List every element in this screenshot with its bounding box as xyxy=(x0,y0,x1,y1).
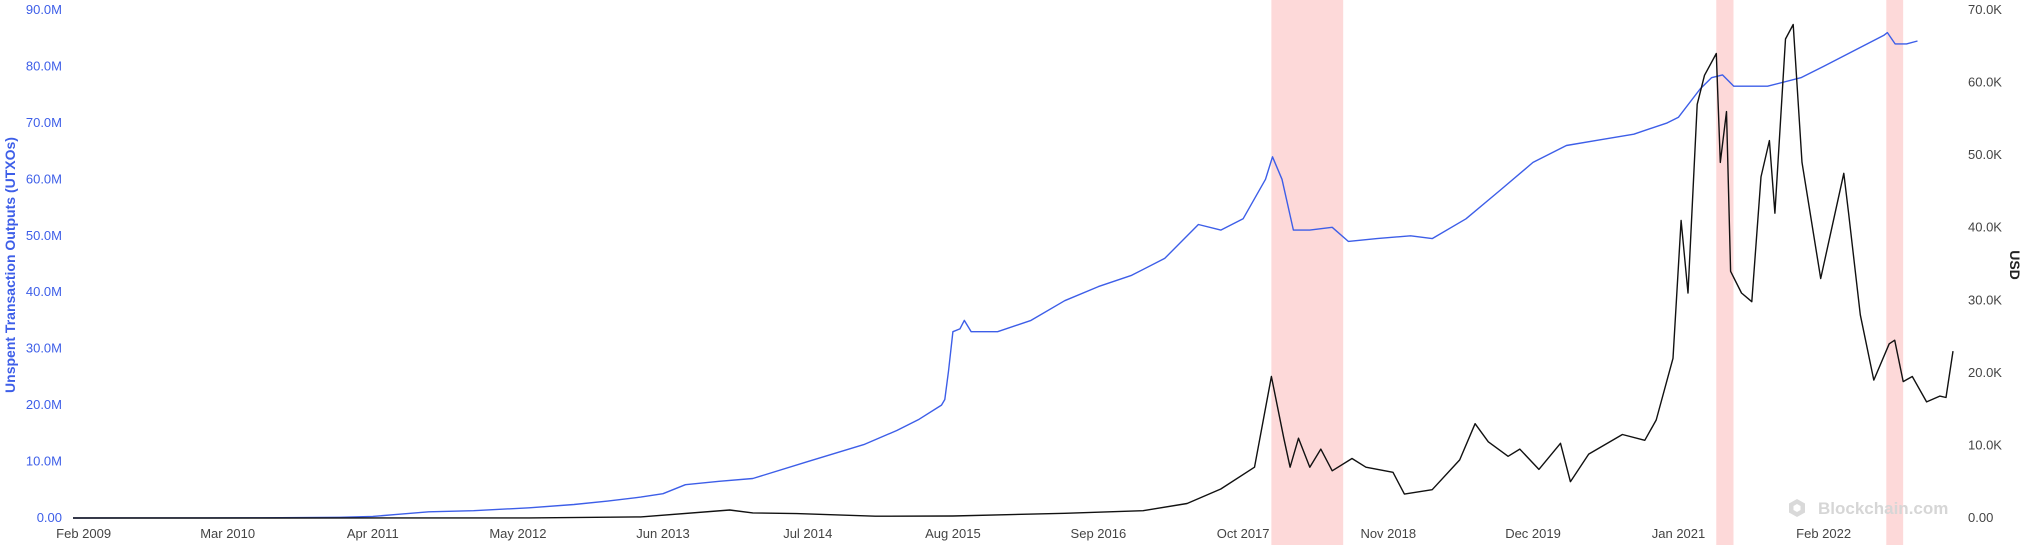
series-lines xyxy=(72,23,1954,519)
left-tick-label: 80.0M xyxy=(26,58,62,73)
x-tick-label: Dec 2019 xyxy=(1505,526,1561,541)
watermark: Blockchain.com xyxy=(1789,499,1948,518)
left-tick-label: 40.0M xyxy=(26,284,62,299)
shaded-range-1 xyxy=(1271,0,1344,545)
right-tick-label: 50.0K xyxy=(1968,147,2002,162)
right-tick-label: 20.0K xyxy=(1968,365,2002,380)
x-tick-label: Oct 2017 xyxy=(1217,526,1270,541)
right-axis-ticks: 0.00 10.0K 20.0K 30.0K 40.0K 50.0K 60.0K 70.0K xyxy=(1968,2,2002,525)
x-axis-ticks: Feb 2009 Mar 2010 Apr 2011 May 2012 Jun 2013… xyxy=(56,526,1851,541)
x-tick-label: Sep 2016 xyxy=(1071,526,1127,541)
series-line-1 xyxy=(72,31,1918,519)
x-tick-label: Jul 2014 xyxy=(783,526,832,541)
right-tick-label: 10.0K xyxy=(1968,437,2002,452)
shaded-range-3 xyxy=(1886,0,1904,545)
x-tick-label: Aug 2015 xyxy=(925,526,981,541)
x-tick-label: Feb 2022 xyxy=(1796,526,1851,541)
right-tick-label: 40.0K xyxy=(1968,220,2002,235)
left-tick-label: 90.0M xyxy=(26,2,62,17)
blockchain-logo-icon xyxy=(1789,499,1805,517)
right-tick-label: 60.0K xyxy=(1968,75,2002,90)
left-tick-label: 60.0M xyxy=(26,171,62,186)
left-axis-ticks: 0.00 10.0M 20.0M 30.0M 40.0M 50.0M 60.0M 70.0M 8… xyxy=(26,2,62,525)
right-axis-title: USD xyxy=(2007,250,2023,280)
x-tick-label: Jun 2013 xyxy=(636,526,690,541)
left-axis-title: Unspent Transaction Outputs (UTXOs) xyxy=(2,137,18,393)
x-tick-label: May 2012 xyxy=(489,526,546,541)
x-tick-label: Apr 2011 xyxy=(347,526,399,541)
right-tick-label: 70.0K xyxy=(1968,2,2002,17)
left-tick-label: 10.0M xyxy=(26,454,62,469)
series-line-2 xyxy=(73,23,1954,519)
left-tick-label: 0.00 xyxy=(37,510,62,525)
right-tick-label: 0.00 xyxy=(1968,510,1993,525)
shaded-range-2 xyxy=(1716,0,1734,545)
watermark-text: Blockchain.com xyxy=(1818,499,1948,518)
left-tick-label: 50.0M xyxy=(26,228,62,243)
x-tick-label: Nov 2018 xyxy=(1360,526,1416,541)
left-tick-label: 20.0M xyxy=(26,397,62,412)
x-tick-label: Mar 2010 xyxy=(200,526,255,541)
left-tick-label: 70.0M xyxy=(26,115,62,130)
x-tick-label: Jan 2021 xyxy=(1652,526,1706,541)
shaded-ranges xyxy=(1271,0,1904,545)
x-tick-label: Feb 2009 xyxy=(56,526,111,541)
right-tick-label: 30.0K xyxy=(1968,292,2002,307)
left-tick-label: 30.0M xyxy=(26,341,62,356)
